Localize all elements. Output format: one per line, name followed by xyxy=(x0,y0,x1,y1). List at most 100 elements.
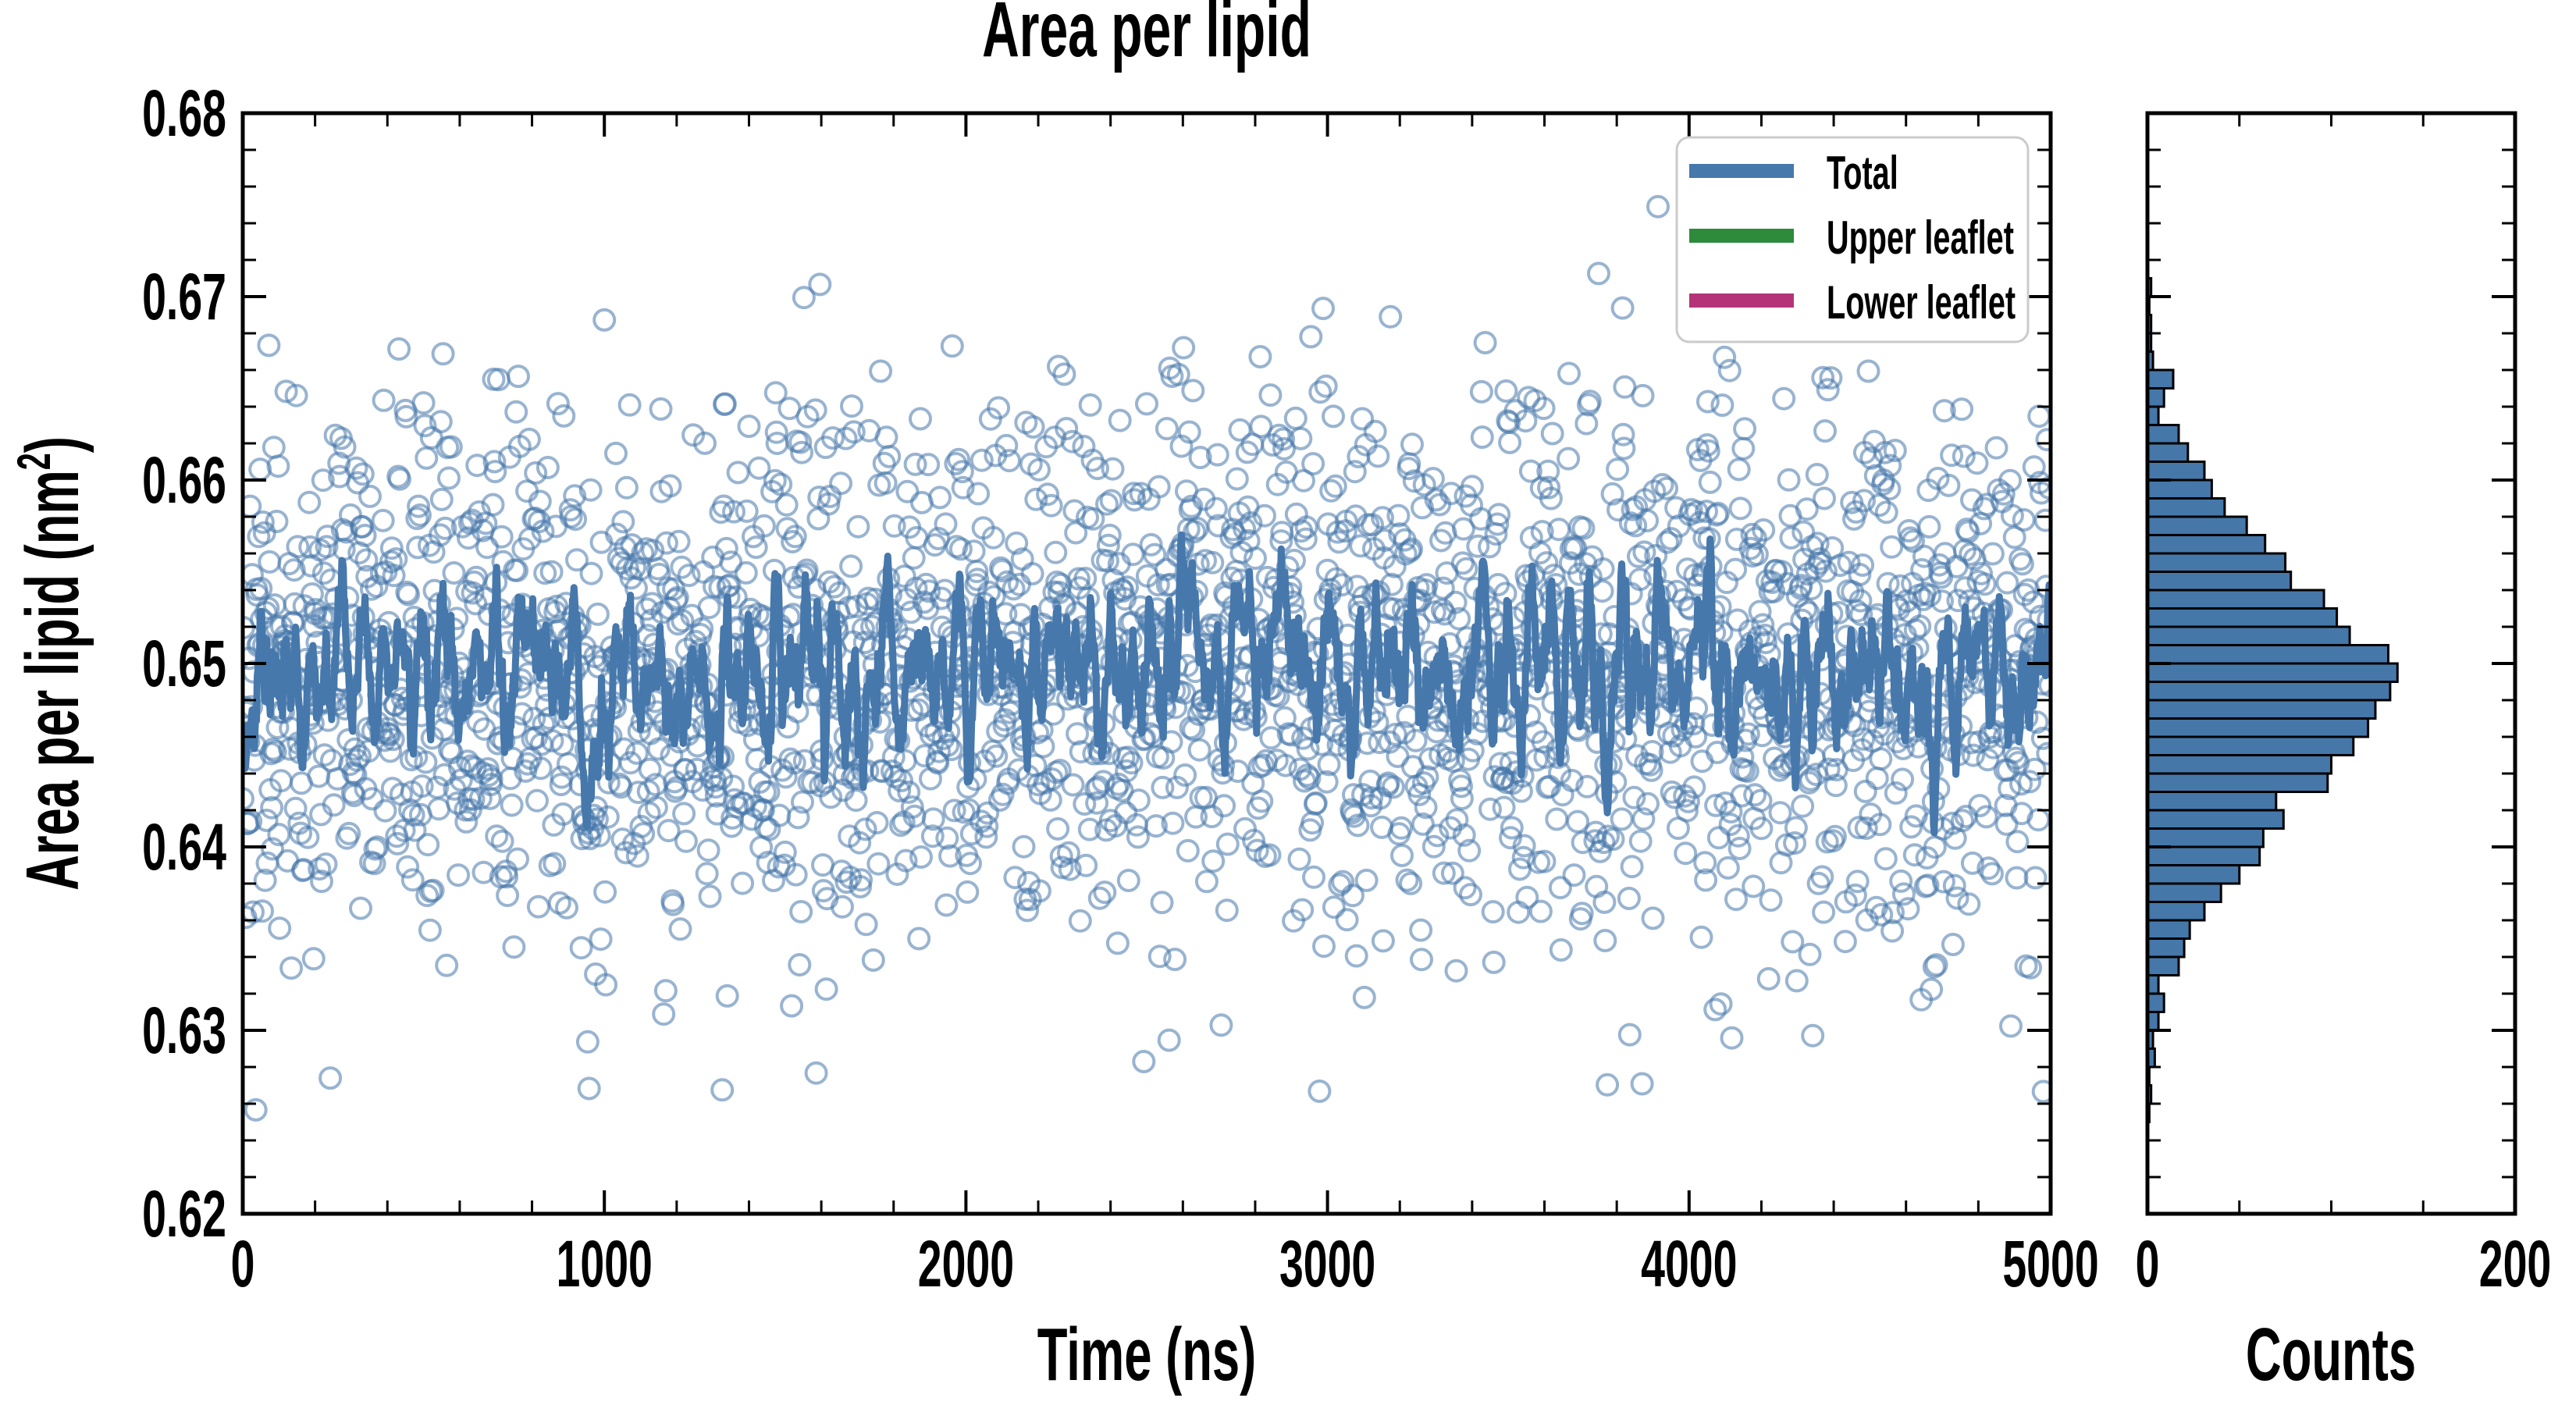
scatter-point xyxy=(1343,460,1367,484)
scatter-point xyxy=(2000,503,2024,528)
scatter-point xyxy=(719,550,743,574)
histogram-bar xyxy=(2147,919,2191,940)
scatter-point xyxy=(447,863,471,887)
scatter-point xyxy=(1922,955,1946,979)
scatter-point xyxy=(928,486,952,510)
scatter-point xyxy=(1155,417,1179,441)
scatter-point xyxy=(1414,795,1438,820)
scatter-point xyxy=(1956,520,1980,544)
scatter-point xyxy=(1781,930,1805,954)
scatter-point xyxy=(1404,728,1428,752)
y-axis-label-superscript: 2 xyxy=(8,453,60,470)
scatter-point xyxy=(1749,816,1774,841)
scatter-point xyxy=(1414,573,1439,597)
scatter-point xyxy=(1728,496,1752,521)
scatter-point xyxy=(592,308,617,332)
y-tick-label: 0.66 xyxy=(142,443,226,517)
y-axis-label-close: ) xyxy=(11,436,94,453)
scatter-point xyxy=(631,541,655,565)
scatter-point xyxy=(415,884,439,908)
scatter-point xyxy=(1060,429,1084,454)
scatter-point xyxy=(661,892,685,916)
scatter-point xyxy=(1073,792,1097,816)
scatter-point xyxy=(1566,809,1590,834)
scatter-point xyxy=(1188,446,1212,470)
scatter-point xyxy=(1674,841,1698,866)
scatter-point xyxy=(1177,420,1201,444)
scatter-point xyxy=(839,554,863,578)
scatter-point xyxy=(1710,393,1735,418)
legend-label-total: Total xyxy=(1827,147,1898,199)
scatter-point xyxy=(373,799,397,823)
scatter-point xyxy=(1813,559,1838,583)
scatter-point xyxy=(653,979,678,1003)
scatter-point xyxy=(1116,869,1140,892)
scatter-point xyxy=(1540,422,1564,446)
scatter-point xyxy=(632,822,656,846)
y-tick-label: 0.65 xyxy=(142,627,226,700)
scatter-point xyxy=(948,537,973,561)
scatter-point xyxy=(1061,773,1085,797)
scatter-point xyxy=(1578,389,1602,414)
scatter-point xyxy=(2002,525,2026,550)
scatter-point xyxy=(1311,297,1335,321)
scatter-point xyxy=(308,857,332,881)
scatter-point xyxy=(1640,740,1664,763)
chart-title: Area per lipid xyxy=(982,0,1311,73)
scatter-point xyxy=(543,852,567,876)
scatter-point xyxy=(753,815,777,839)
scatter-point xyxy=(456,749,480,774)
scatter-point xyxy=(1703,998,1727,1022)
scatter-total-points xyxy=(243,194,2051,1122)
scatter-point xyxy=(274,379,298,404)
legend-label-upper-leaflet: Upper leaflet xyxy=(1827,212,2014,264)
scatter-point xyxy=(870,759,894,784)
scatter-point xyxy=(575,1030,600,1054)
scatter-point xyxy=(546,392,570,416)
scatter-point xyxy=(379,536,404,560)
histogram-bar xyxy=(2147,387,2165,408)
scatter-point xyxy=(433,516,457,540)
scatter-point xyxy=(1799,767,1823,791)
histogram-bar xyxy=(2147,992,2165,1013)
scatter-point xyxy=(1918,583,1942,607)
scatter-point xyxy=(1530,520,1554,544)
scatter-point xyxy=(1743,783,1767,807)
scatter-point xyxy=(1853,779,1877,803)
scatter-point xyxy=(1684,724,1708,749)
scatter-point xyxy=(1312,934,1336,959)
scatter-point xyxy=(849,868,873,892)
scatter-point xyxy=(1976,856,2001,880)
histogram-bar xyxy=(2147,424,2180,445)
scatter-point xyxy=(1991,482,2016,506)
scatter-point xyxy=(1239,511,1263,535)
scatter-point xyxy=(658,474,682,498)
scatter-point xyxy=(1881,901,1905,925)
scatter-point xyxy=(1500,816,1524,840)
legend-box xyxy=(1675,136,2030,343)
scatter-point xyxy=(865,811,889,834)
scatter-point xyxy=(1066,567,1091,591)
scatter-point xyxy=(1689,925,1713,949)
scatter-point xyxy=(353,524,377,547)
x-tick-label: 1000 xyxy=(557,1227,653,1300)
scatter-point xyxy=(1251,753,1276,777)
scatter-point xyxy=(282,558,306,582)
scatter-point xyxy=(1036,482,1060,507)
scatter-point xyxy=(874,425,898,450)
scatter-point xyxy=(1447,606,1471,631)
scatter-point xyxy=(1233,517,1257,541)
scatter-point xyxy=(1705,741,1729,764)
scatter-point xyxy=(1454,557,1478,581)
scatter-point xyxy=(1959,542,1983,566)
scatter-point xyxy=(667,529,691,553)
scatter-point xyxy=(744,535,768,560)
scatter-point xyxy=(1720,1026,1744,1050)
scatter-point xyxy=(413,414,437,438)
scatter-point xyxy=(1068,909,1092,933)
scatter-point xyxy=(1205,443,1229,467)
scatter-point xyxy=(1916,873,1940,898)
scatter-point xyxy=(565,548,589,572)
scatter-point xyxy=(1528,899,1553,923)
scatter-point xyxy=(665,585,689,610)
